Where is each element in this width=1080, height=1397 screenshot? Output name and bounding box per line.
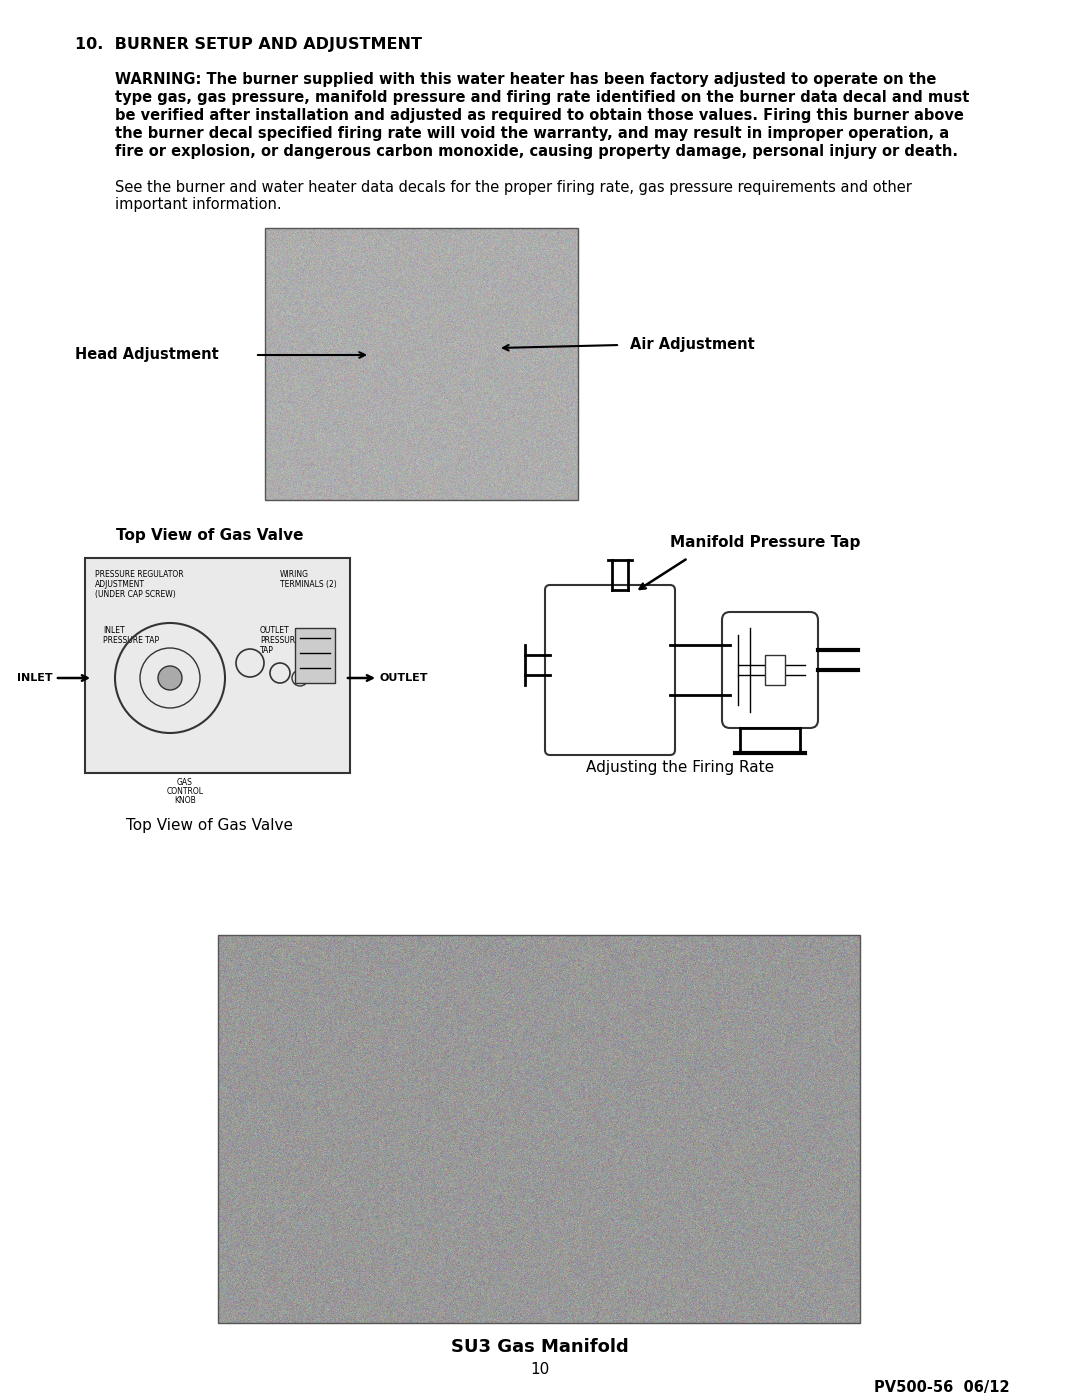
Text: GAS: GAS xyxy=(177,778,193,787)
Text: INLET: INLET xyxy=(17,673,53,683)
Text: TAP: TAP xyxy=(260,645,274,655)
Text: Top View of Gas Valve: Top View of Gas Valve xyxy=(126,819,294,833)
Text: PRESSURE REGULATOR: PRESSURE REGULATOR xyxy=(95,570,184,578)
Text: (UNDER CAP SCREW): (UNDER CAP SCREW) xyxy=(95,590,176,599)
Text: INLET: INLET xyxy=(103,626,124,636)
Bar xyxy=(765,655,785,685)
Text: Head Adjustment: Head Adjustment xyxy=(75,348,219,362)
Text: important information.: important information. xyxy=(114,197,282,212)
Text: Adjusting the Firing Rate: Adjusting the Firing Rate xyxy=(586,760,774,775)
Text: WIRING: WIRING xyxy=(280,570,309,578)
Text: PV500-56  06/12: PV500-56 06/12 xyxy=(875,1380,1010,1396)
Circle shape xyxy=(158,666,183,690)
Text: KNOB: KNOB xyxy=(174,796,195,805)
Text: ADJUSTMENT: ADJUSTMENT xyxy=(95,580,145,590)
Bar xyxy=(218,935,860,1323)
Text: be verified after installation and adjusted as required to obtain those values. : be verified after installation and adjus… xyxy=(114,108,963,123)
Text: PRESSURE: PRESSURE xyxy=(260,636,300,645)
Text: SU3 Gas Manifold: SU3 Gas Manifold xyxy=(451,1338,629,1356)
Text: Top View of Gas Valve: Top View of Gas Valve xyxy=(117,528,303,543)
Text: PRESSURE TAP: PRESSURE TAP xyxy=(103,636,159,645)
Text: OUTLET: OUTLET xyxy=(380,673,429,683)
Text: WARNING: The burner supplied with this water heater has been factory adjusted to: WARNING: The burner supplied with this w… xyxy=(114,73,936,87)
Text: See the burner and water heater data decals for the proper firing rate, gas pres: See the burner and water heater data dec… xyxy=(114,180,912,196)
Text: CONTROL: CONTROL xyxy=(166,787,203,796)
Text: Air Adjustment: Air Adjustment xyxy=(630,338,755,352)
Text: type gas, gas pressure, manifold pressure and firing rate identified on the burn: type gas, gas pressure, manifold pressur… xyxy=(114,89,970,105)
Text: fire or explosion, or dangerous carbon monoxide, causing property damage, person: fire or explosion, or dangerous carbon m… xyxy=(114,144,958,159)
Text: TERMINALS (2): TERMINALS (2) xyxy=(280,580,337,590)
Text: 10: 10 xyxy=(530,1362,550,1377)
Bar xyxy=(265,228,578,500)
FancyBboxPatch shape xyxy=(723,612,818,728)
Text: 10.  BURNER SETUP AND ADJUSTMENT: 10. BURNER SETUP AND ADJUSTMENT xyxy=(75,36,422,52)
Text: the burner decal specified firing rate will void the warranty, and may result in: the burner decal specified firing rate w… xyxy=(114,126,949,141)
Text: OUTLET: OUTLET xyxy=(260,626,289,636)
Bar xyxy=(85,557,350,773)
Bar xyxy=(295,629,335,683)
FancyBboxPatch shape xyxy=(545,585,675,754)
Text: Manifold Pressure Tap: Manifold Pressure Tap xyxy=(670,535,861,550)
